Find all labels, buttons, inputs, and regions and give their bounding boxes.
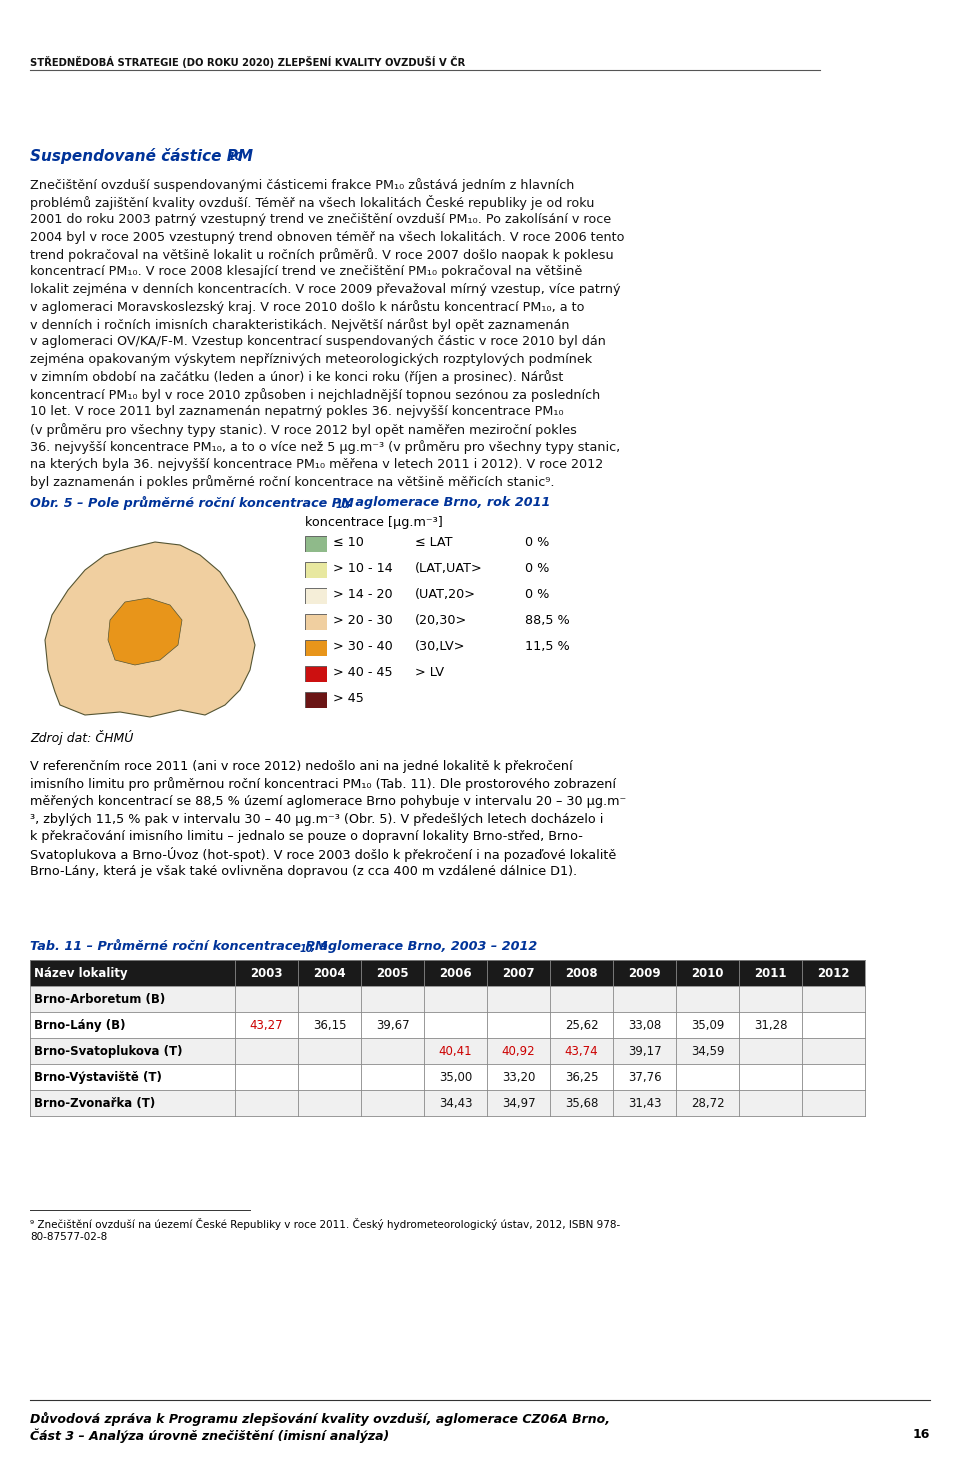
Text: 35,00: 35,00 (439, 1071, 472, 1083)
Text: Obr. 5 – Pole průměrné roční koncentrace PM: Obr. 5 – Pole průměrné roční koncentrace… (30, 496, 354, 510)
Text: Svatoplukova a Brno-Úvoz (hot-spot). V roce 2003 došlo k překročení i na pozaďov: Svatoplukova a Brno-Úvoz (hot-spot). V r… (30, 848, 616, 863)
Text: (v průměru pro všechny typy stanic). V roce 2012 byl opět naměřen meziroční pokl: (v průměru pro všechny typy stanic). V r… (30, 422, 577, 437)
Text: k překračování imisního limitu – jednalo se pouze o dopravní lokality Brno-střed: k překračování imisního limitu – jednalo… (30, 830, 583, 843)
Text: koncentrací PM₁₀ byl v roce 2010 způsoben i nejchladnější topnou sezónou za posl: koncentrací PM₁₀ byl v roce 2010 způsobe… (30, 388, 600, 402)
Text: Brno-Arboretum (B): Brno-Arboretum (B) (34, 993, 165, 1006)
Text: 31,28: 31,28 (754, 1020, 787, 1031)
Text: 2009: 2009 (628, 966, 660, 980)
Text: 10: 10 (228, 153, 244, 162)
Text: 25,62: 25,62 (564, 1020, 598, 1031)
Text: Brno-Lány (B): Brno-Lány (B) (34, 1020, 126, 1031)
Text: 0 %: 0 % (525, 536, 549, 548)
Text: 43,27: 43,27 (250, 1020, 283, 1031)
Text: ≤ 10: ≤ 10 (333, 536, 364, 548)
Text: 2006: 2006 (439, 966, 471, 980)
Text: 2005: 2005 (376, 966, 409, 980)
Text: 36,15: 36,15 (313, 1020, 347, 1031)
Text: > 45: > 45 (333, 692, 364, 705)
Text: 36,25: 36,25 (564, 1071, 598, 1083)
Text: 10 let. V roce 2011 byl zaznamenán nepatrný pokles 36. nejvyšší koncentrace PM₁₀: 10 let. V roce 2011 byl zaznamenán nepat… (30, 406, 564, 418)
Text: > 20 - 30: > 20 - 30 (333, 614, 393, 627)
Text: problémů zajištění kvality ovzduší. Téměř na všech lokalitách České republiky je: problémů zajištění kvality ovzduší. Témě… (30, 196, 594, 210)
Text: 2004 byl v roce 2005 vzestupný trend obnoven téměř na všech lokalitách. V roce 2: 2004 byl v roce 2005 vzestupný trend obn… (30, 231, 625, 243)
Text: byl zaznamenán i pokles průměrné roční koncentrace na většině měřicích stanic⁹.: byl zaznamenán i pokles průměrné roční k… (30, 476, 555, 489)
Text: ⁹ Znečištění ovzduší na úezemí České Republiky v roce 2011. Český hydrometeorolo: ⁹ Znečištění ovzduší na úezemí České Rep… (30, 1218, 620, 1230)
Text: 33,08: 33,08 (628, 1020, 661, 1031)
Text: 2011: 2011 (755, 966, 787, 980)
Text: koncentrací PM₁₀. V roce 2008 klesající trend ve znečištění PM₁₀ pokračoval na v: koncentrací PM₁₀. V roce 2008 klesající … (30, 265, 583, 279)
Text: , aglomerace Brno, rok 2011: , aglomerace Brno, rok 2011 (346, 496, 550, 508)
Text: Suspendované částice PM: Suspendované částice PM (30, 148, 253, 165)
Text: 16: 16 (913, 1429, 930, 1441)
Text: (LAT,UAT>: (LAT,UAT> (415, 562, 483, 575)
Text: Důvodová zpráva k Programu zlepšování kvality ovzduší, aglomerace CZ06A Brno,: Důvodová zpráva k Programu zlepšování kv… (30, 1412, 610, 1426)
Text: 34,97: 34,97 (502, 1097, 536, 1110)
Text: 28,72: 28,72 (690, 1097, 724, 1110)
Polygon shape (45, 542, 255, 717)
Text: 31,43: 31,43 (628, 1097, 661, 1110)
Text: Tab. 11 – Průměrné roční koncentrace PM: Tab. 11 – Průměrné roční koncentrace PM (30, 940, 327, 953)
Text: 39,17: 39,17 (628, 1045, 661, 1058)
Text: v aglomeraci Moravskoslezský kraj. V roce 2010 došlo k nárůstu koncentrací PM₁₀,: v aglomeraci Moravskoslezský kraj. V roc… (30, 301, 585, 314)
Text: v aglomeraci OV/KA/F-M. Vzestup koncentrací suspendovaných částic v roce 2010 by: v aglomeraci OV/KA/F-M. Vzestup koncentr… (30, 335, 606, 348)
Text: (UAT,20>: (UAT,20> (415, 588, 476, 602)
Text: měřených koncentrací se 88,5 % území aglomerace Brno pohybuje v intervalu 20 – 3: měřených koncentrací se 88,5 % území agl… (30, 794, 626, 808)
Text: 11,5 %: 11,5 % (525, 640, 569, 654)
Text: > 10 - 14: > 10 - 14 (333, 562, 393, 575)
Text: trend pokračoval na většině lokalit u ročních průměrů. V roce 2007 došlo naopak : trend pokračoval na většině lokalit u ro… (30, 247, 613, 262)
Text: 40,92: 40,92 (502, 1045, 536, 1058)
Text: (20,30>: (20,30> (415, 614, 468, 627)
Text: 0 %: 0 % (525, 562, 549, 575)
Text: , aglomerace Brno, 2003 – 2012: , aglomerace Brno, 2003 – 2012 (310, 940, 538, 953)
Text: 39,67: 39,67 (375, 1020, 409, 1031)
Text: 35,68: 35,68 (564, 1097, 598, 1110)
Text: 0 %: 0 % (525, 588, 549, 602)
Text: koncentrace [µg.m⁻³]: koncentrace [µg.m⁻³] (305, 516, 443, 529)
Text: Brno-Lány, která je však také ovlivněna dopravou (z cca 400 m vzdálené dálnice D: Brno-Lány, která je však také ovlivněna … (30, 865, 577, 877)
Polygon shape (108, 599, 182, 665)
Text: 2001 do roku 2003 patrný vzestupný trend ve znečištění ovzduší PM₁₀. Po zakolísá: 2001 do roku 2003 patrný vzestupný trend… (30, 213, 612, 225)
Text: 2012: 2012 (817, 966, 850, 980)
Text: ³, zbylých 11,5 % pak v intervalu 30 – 40 µg.m⁻³ (Obr. 5). V předešlých letech d: ³, zbylých 11,5 % pak v intervalu 30 – 4… (30, 812, 604, 825)
Text: 36. nejvyšší koncentrace PM₁₀, a to o více než 5 µg.m⁻³ (v průměru pro všechny t: 36. nejvyšší koncentrace PM₁₀, a to o ví… (30, 440, 620, 455)
Text: 40,41: 40,41 (439, 1045, 472, 1058)
Text: 2008: 2008 (565, 966, 598, 980)
Text: 10: 10 (336, 499, 349, 510)
Text: 43,74: 43,74 (564, 1045, 598, 1058)
Text: Brno-Zvonařka (T): Brno-Zvonařka (T) (34, 1097, 156, 1110)
Text: > LV: > LV (415, 665, 444, 679)
Text: Brno-Výstaviště (T): Brno-Výstaviště (T) (34, 1071, 162, 1083)
Text: v denních i ročních imisních charakteristikách. Největší nárůst byl opět zazname: v denních i ročních imisních charakteris… (30, 319, 569, 332)
Text: 2010: 2010 (691, 966, 724, 980)
Text: Část 3 – Analýza úrovně znečištění (imisní analýza): Část 3 – Analýza úrovně znečištění (imis… (30, 1429, 389, 1442)
Text: ≤ LAT: ≤ LAT (415, 536, 452, 548)
Text: STŘEDNĚDOBÁ STRATEGIE (DO ROKU 2020) ZLEPŠENÍ KVALITY OVZDUŠÍ V ČR: STŘEDNĚDOBÁ STRATEGIE (DO ROKU 2020) ZLE… (30, 56, 466, 68)
Text: Název lokality: Název lokality (34, 966, 128, 980)
Text: 80-87577-02-8: 80-87577-02-8 (30, 1232, 108, 1242)
Text: 2003: 2003 (251, 966, 283, 980)
Text: Zdroj dat: ČHMÚ: Zdroj dat: ČHMÚ (30, 731, 133, 745)
Text: 37,76: 37,76 (628, 1071, 661, 1083)
Text: > 14 - 20: > 14 - 20 (333, 588, 393, 602)
Text: 34,59: 34,59 (691, 1045, 724, 1058)
Text: (30,LV>: (30,LV> (415, 640, 466, 654)
Text: zejména opakovaným výskytem nepříznivých meteorologických rozptylových podmínek: zejména opakovaným výskytem nepříznivých… (30, 353, 592, 366)
Text: lokalit zejména v denních koncentracích. V roce 2009 převažoval mírný vzestup, v: lokalit zejména v denních koncentracích.… (30, 283, 620, 296)
Text: Znečištění ovzduší suspendovanými částicemi frakce PM₁₀ zůstává jedním z hlavníc: Znečištění ovzduší suspendovanými částic… (30, 178, 574, 193)
Text: Brno-Svatoplukova (T): Brno-Svatoplukova (T) (34, 1045, 182, 1058)
Text: 2004: 2004 (313, 966, 346, 980)
Text: 35,09: 35,09 (691, 1020, 724, 1031)
Text: > 40 - 45: > 40 - 45 (333, 665, 393, 679)
Text: v zimním období na začátku (leden a únor) i ke konci roku (říjen a prosinec). Ná: v zimním období na začátku (leden a únor… (30, 370, 564, 384)
Text: na kterých byla 36. nejvyšší koncentrace PM₁₀ měřena v letech 2011 i 2012). V ro: na kterých byla 36. nejvyšší koncentrace… (30, 458, 603, 471)
Text: imisního limitu pro průměrnou roční koncentraci PM₁₀ (Tab. 11). Dle prostorového: imisního limitu pro průměrnou roční konc… (30, 778, 616, 791)
Text: 10: 10 (300, 944, 314, 954)
Text: > 30 - 40: > 30 - 40 (333, 640, 393, 654)
Text: V referenčním roce 2011 (ani v roce 2012) nedošlo ani na jedné lokalitě k překro: V referenčním roce 2011 (ani v roce 2012… (30, 760, 572, 774)
Text: 2007: 2007 (502, 966, 535, 980)
Text: 33,20: 33,20 (502, 1071, 535, 1083)
Text: 34,43: 34,43 (439, 1097, 472, 1110)
Text: 88,5 %: 88,5 % (525, 614, 569, 627)
